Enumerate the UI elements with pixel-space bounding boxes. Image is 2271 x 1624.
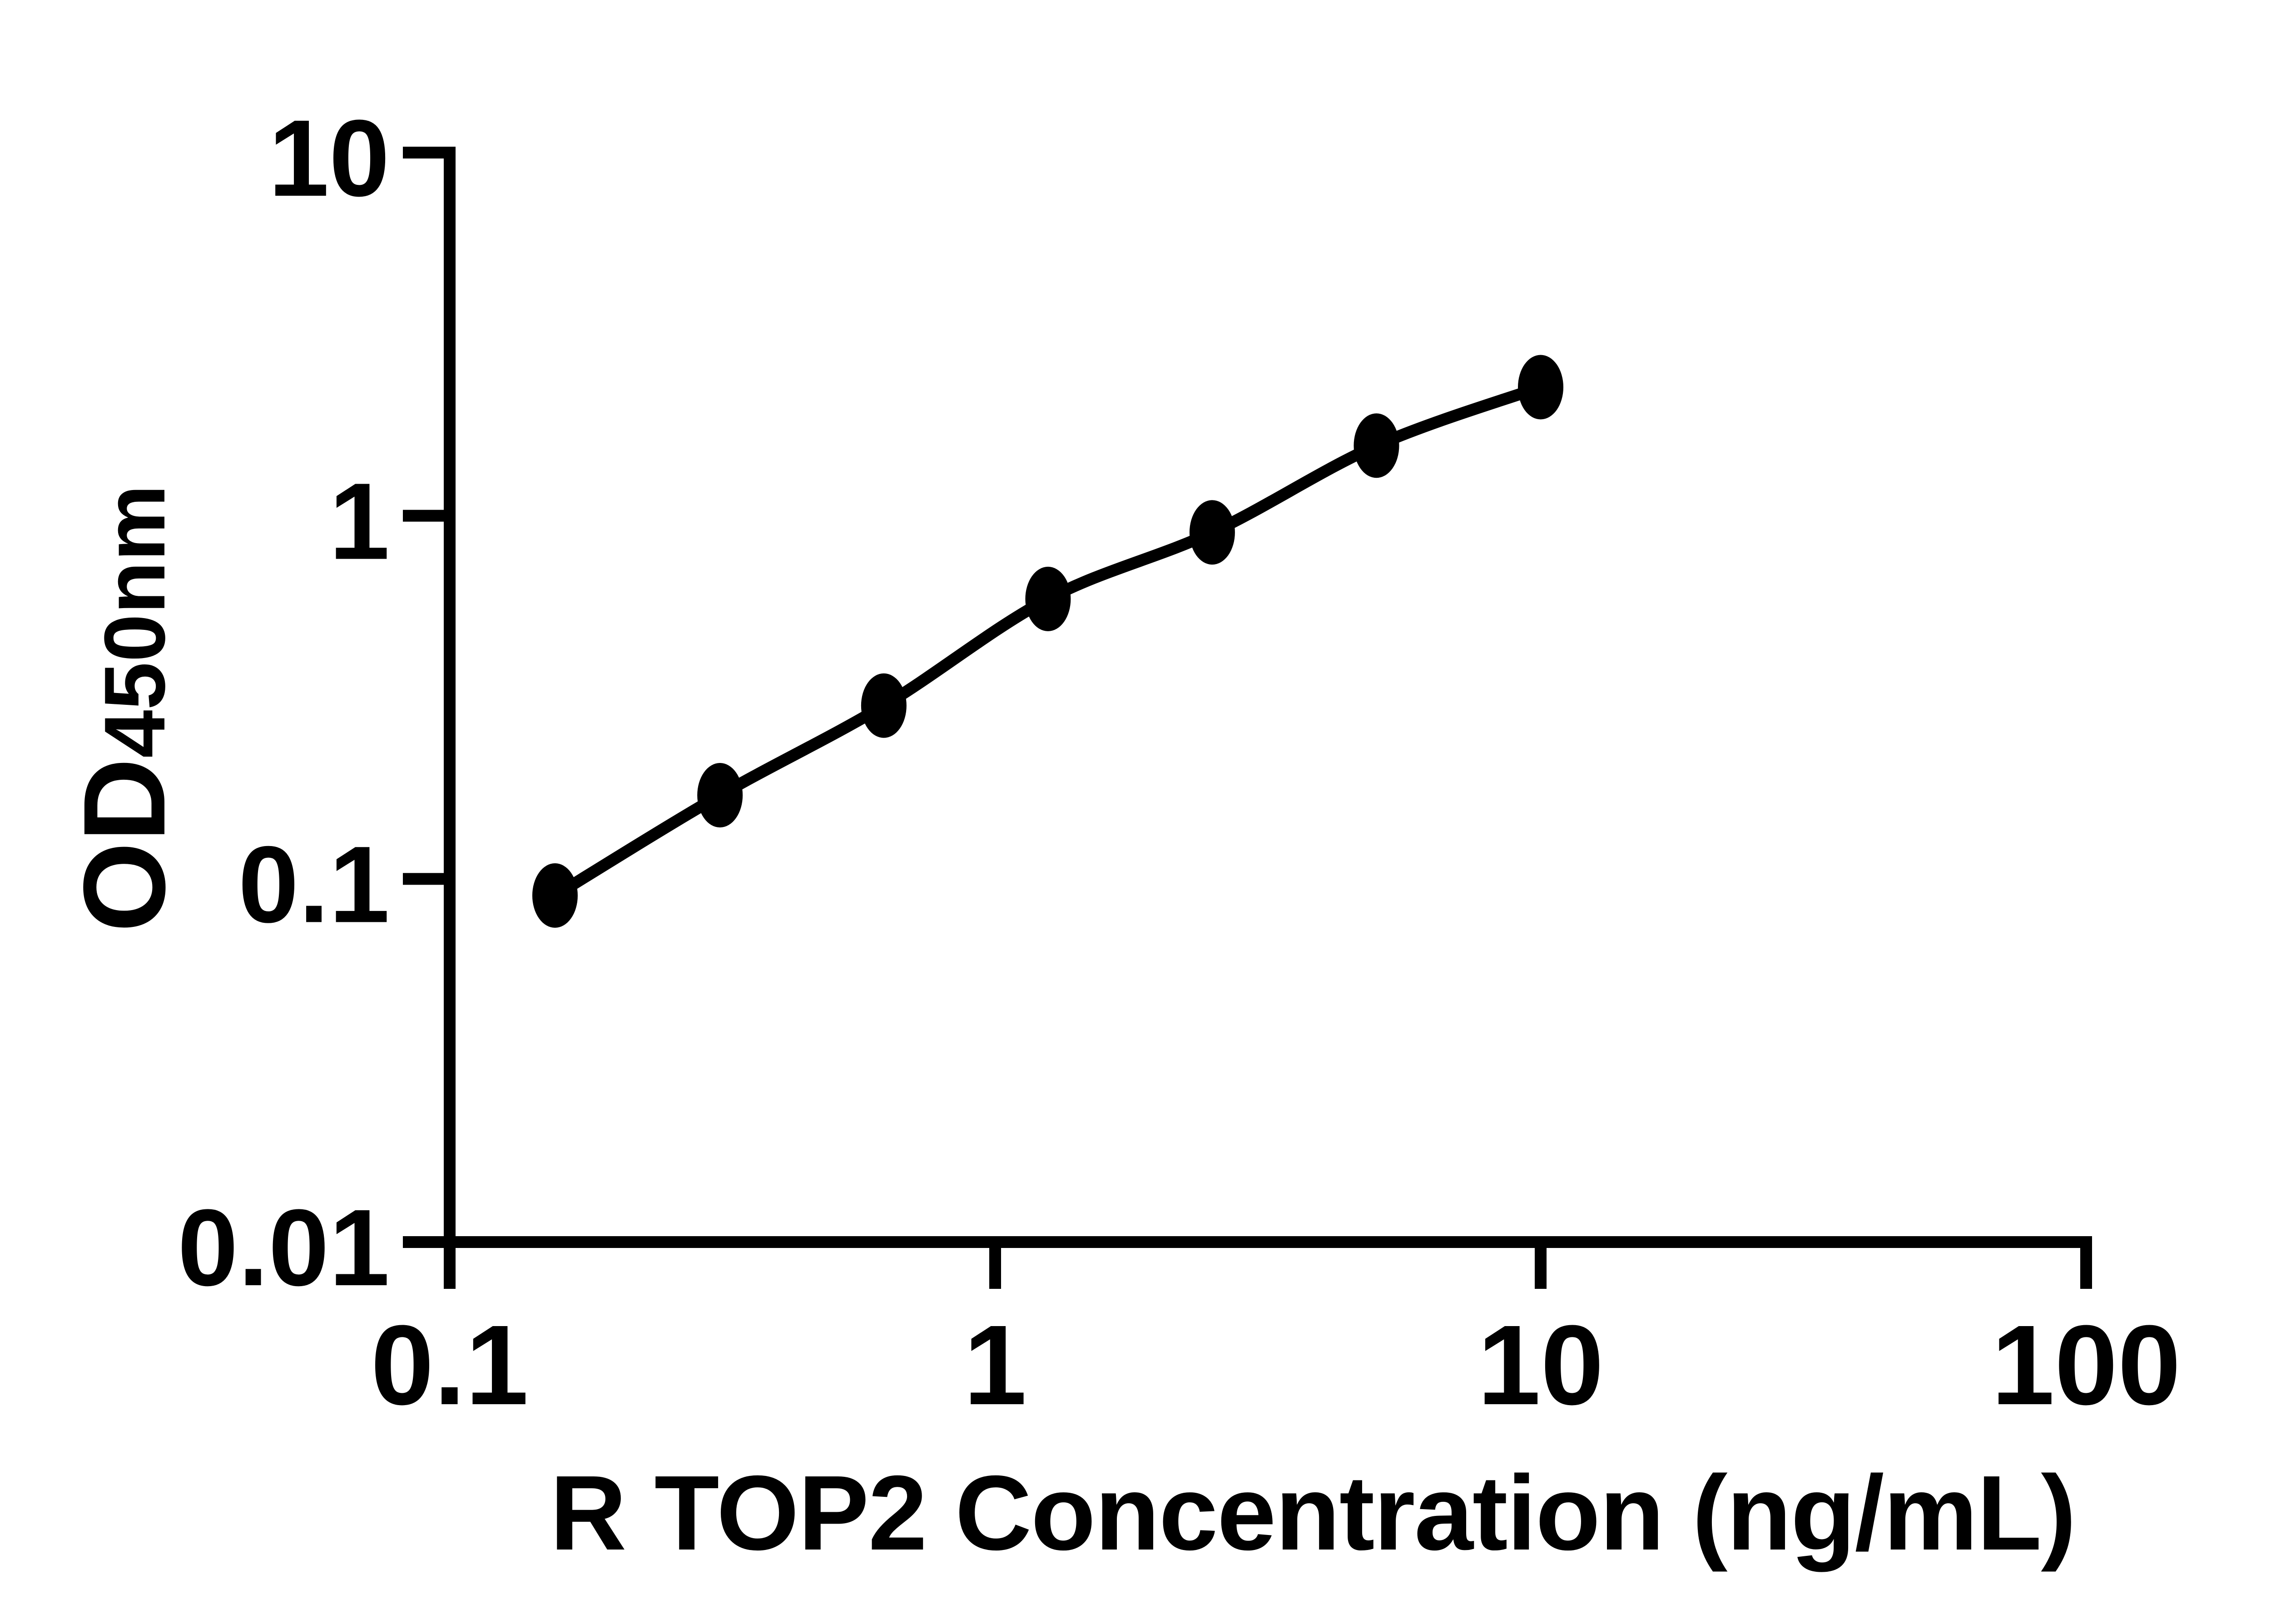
y-tick (403, 510, 444, 522)
x-tick (989, 1248, 1001, 1289)
data-point-marker (697, 763, 743, 828)
y-tick (403, 1236, 444, 1248)
data-point-marker (1354, 413, 1399, 478)
x-tick-label: 0.1 (371, 1302, 529, 1428)
data-point-marker (1025, 566, 1071, 631)
x-tick-label: 1 (963, 1302, 1026, 1428)
y-tick-label: 0.1 (238, 823, 390, 945)
data-point-marker (1518, 355, 1563, 420)
x-tick (444, 1248, 456, 1289)
data-point-marker (861, 673, 907, 738)
y-axis-title: OD450nm (60, 485, 189, 932)
y-tick (403, 147, 444, 158)
x-axis-line (444, 1236, 2092, 1248)
x-tick-label: 10 (1478, 1302, 1604, 1428)
y-tick-label: 0.01 (178, 1187, 390, 1308)
y-tick-label: 10 (268, 97, 390, 219)
y-axis-line (444, 147, 456, 1248)
data-point-marker (532, 863, 578, 928)
x-tick (2080, 1248, 2092, 1289)
x-axis-title: R TOP2 Concentration (ng/mL) (550, 1453, 2076, 1572)
data-point-marker (1189, 500, 1235, 565)
x-tick (1535, 1248, 1547, 1289)
x-tick-label: 100 (1991, 1302, 2181, 1428)
y-tick (403, 873, 444, 885)
y-tick-label: 1 (329, 460, 390, 582)
